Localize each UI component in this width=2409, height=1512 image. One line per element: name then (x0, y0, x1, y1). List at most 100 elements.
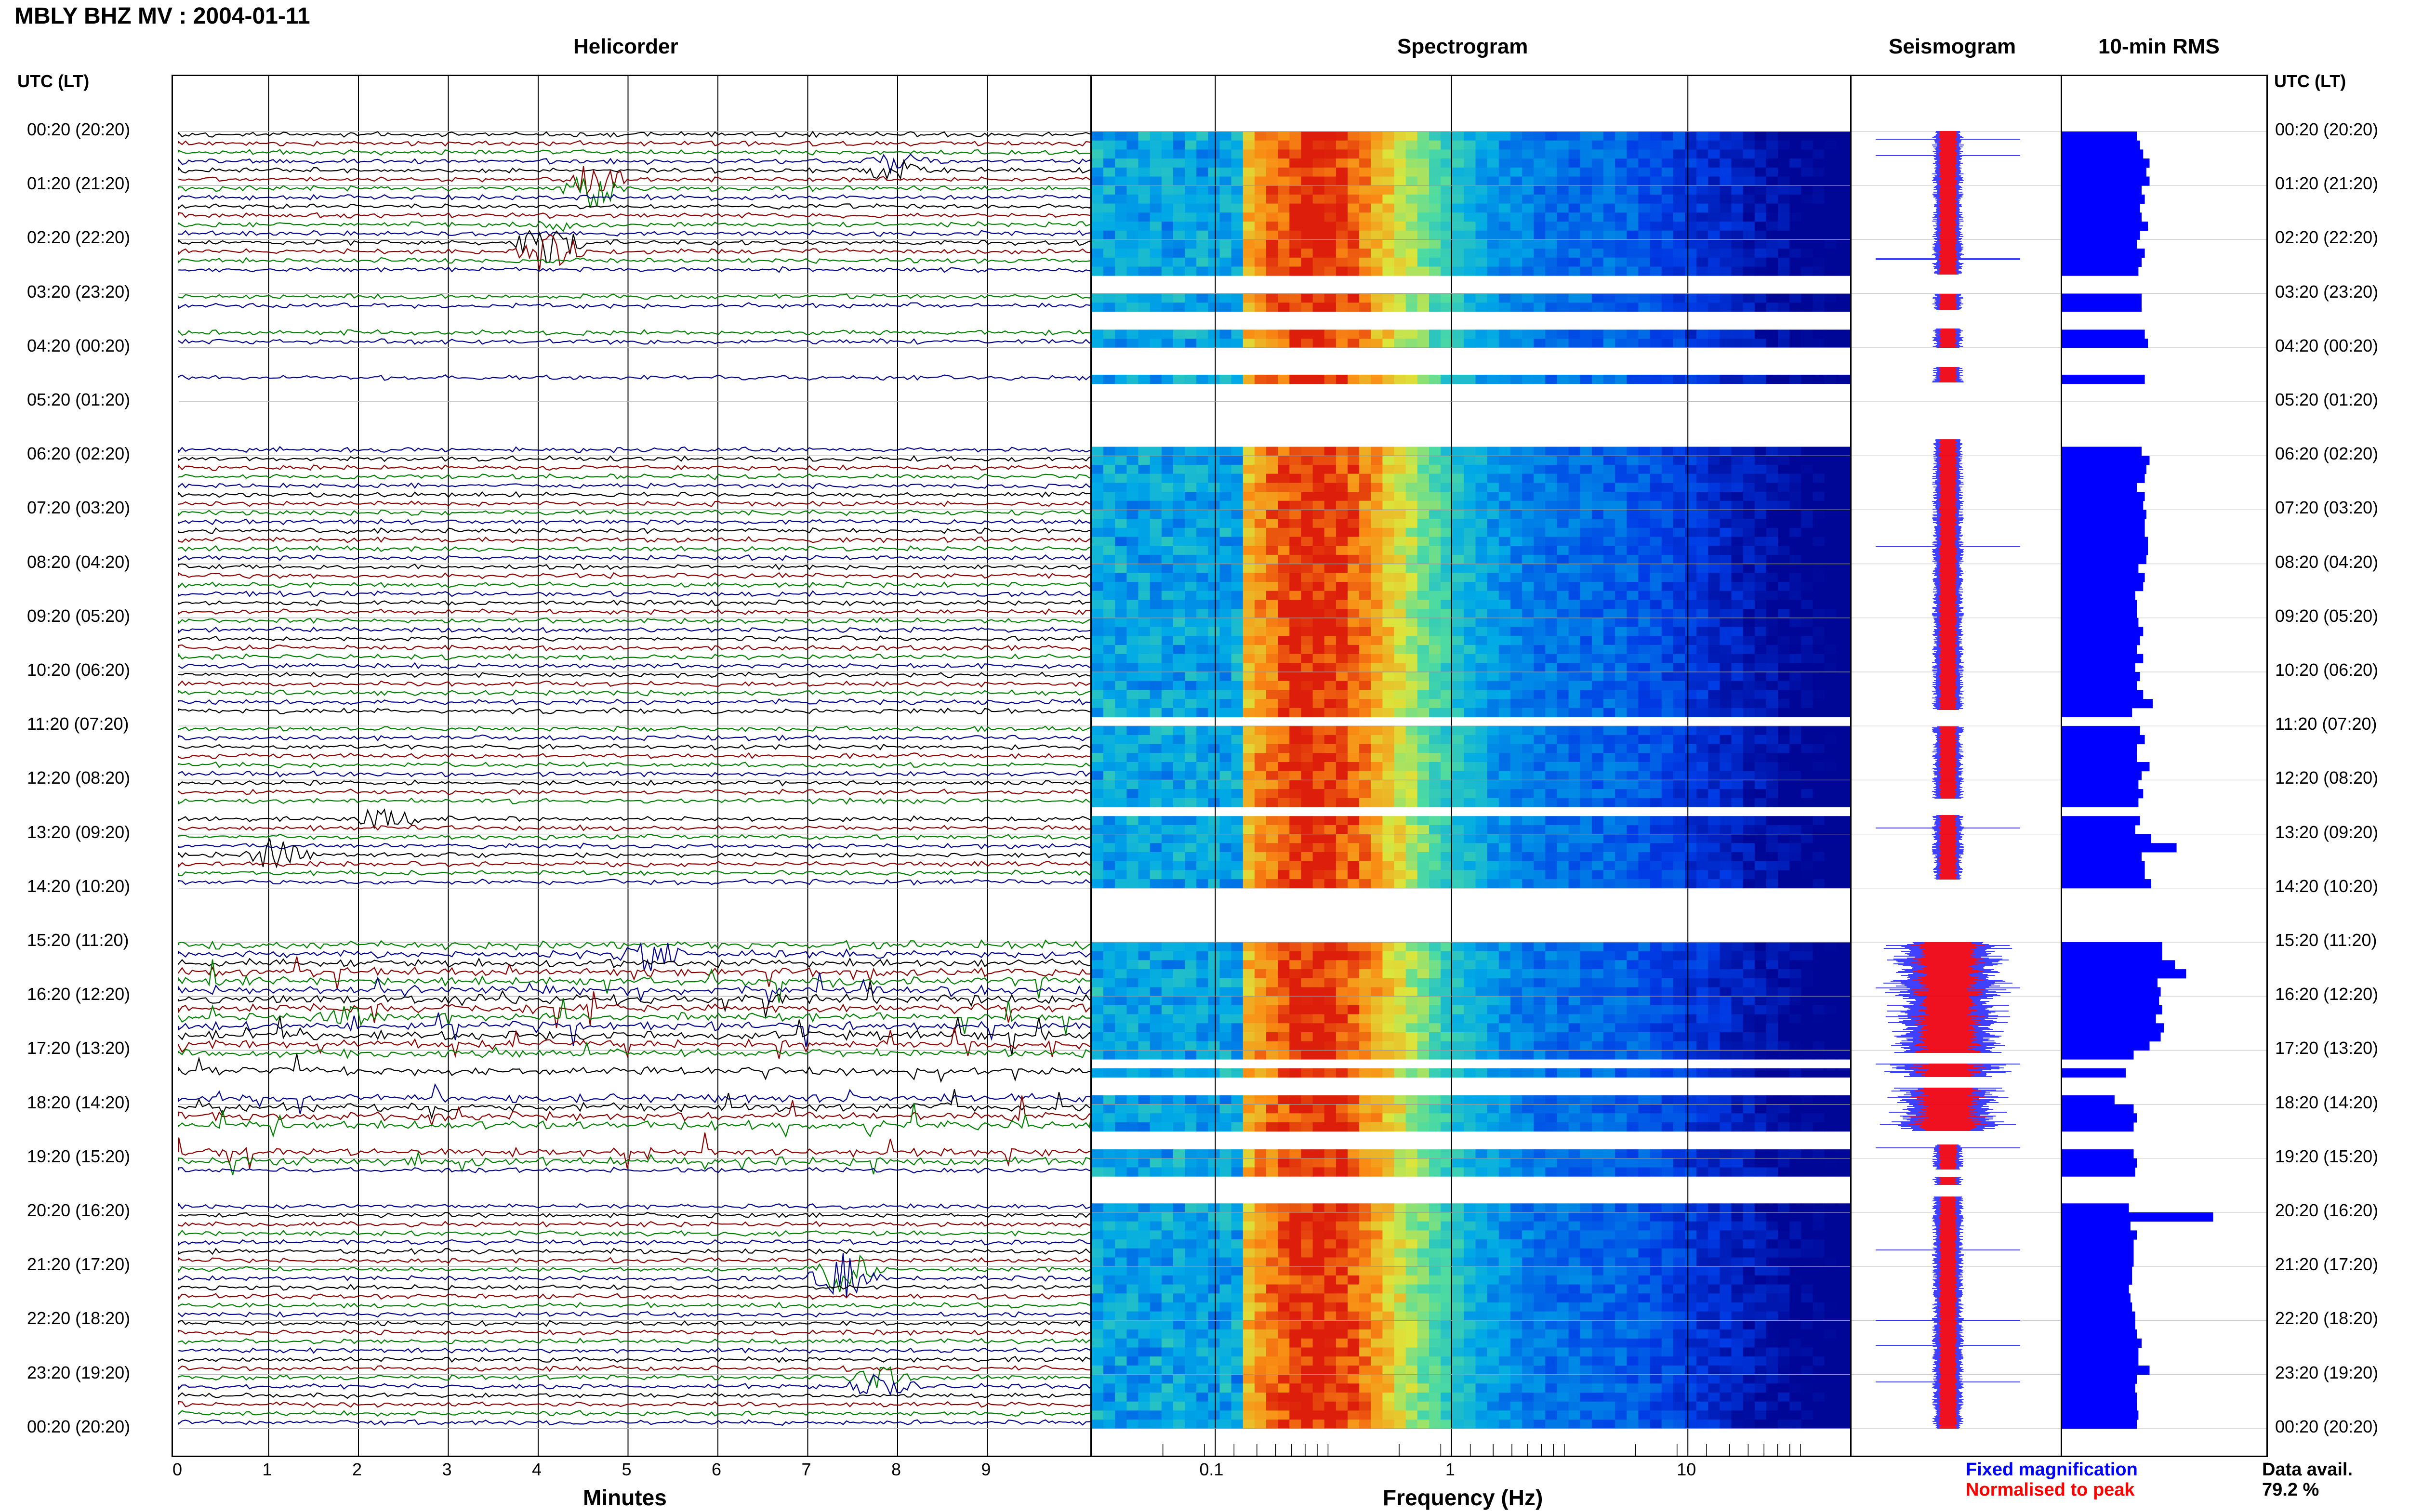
spectrogram-cell (1591, 780, 1604, 789)
spectrogram-cell (1685, 167, 1697, 177)
spectrogram-cell (1708, 149, 1720, 159)
spectrogram-cell (1754, 753, 1767, 763)
spectrogram-cell (1661, 473, 1674, 483)
spectrogram-cell (1138, 374, 1151, 384)
spectrogram-cell (1394, 464, 1406, 474)
spectrogram-cell (1545, 951, 1557, 960)
spectrogram-cell (1778, 131, 1790, 141)
spectrogram-cell (1824, 257, 1837, 267)
spectrogram-cell (1208, 302, 1220, 312)
spectrogram-cell (1324, 158, 1337, 168)
spectrogram-cell (1417, 464, 1430, 474)
spectrogram-cell (1208, 582, 1220, 592)
spectrogram-cell (1627, 374, 1639, 384)
spectrogram-cell (1324, 861, 1337, 870)
spectrogram-cell (1638, 600, 1651, 609)
spectrogram-cell (1754, 339, 1767, 348)
spectrogram-cell (1301, 194, 1313, 204)
spectrogram-cell (1405, 834, 1418, 843)
spectrogram-cell (1731, 564, 1744, 573)
helicorder-panel (172, 75, 1092, 1457)
spectrogram-cell (1219, 257, 1232, 267)
spectrogram-cell (1231, 627, 1244, 636)
spectrogram-cell (1498, 735, 1511, 745)
spectrogram-cell (1243, 618, 1255, 627)
spectrogram-cell (1557, 131, 1569, 141)
spectrogram-cell (1382, 672, 1395, 682)
spectrogram-cell (1336, 771, 1348, 780)
spectrogram-cell (1161, 825, 1174, 835)
spectrogram-cell (1336, 600, 1348, 609)
spectrogram-cell (1650, 699, 1662, 709)
spectrogram-cell (1289, 771, 1301, 780)
spectrogram-cell (1219, 464, 1232, 474)
spectrogram-cell (1324, 636, 1337, 645)
spectrogram-cell (1231, 843, 1244, 853)
spectrogram-cell (1708, 951, 1720, 960)
spectrogram-cell (1534, 473, 1546, 483)
spectrogram-cell (1661, 762, 1674, 772)
spectrogram-cell (1348, 293, 1360, 303)
spectrogram-cell (1441, 546, 1453, 555)
spectrogram-cell (1731, 537, 1744, 546)
spectrogram-cell (1348, 176, 1360, 186)
spectrogram-cell (1510, 510, 1522, 519)
spectrogram-cell (1580, 636, 1592, 645)
spectrogram-cell (1266, 464, 1278, 474)
helicorder-trace (178, 1257, 1090, 1264)
spectrogram-cell (1627, 879, 1639, 889)
spectrogram-cell (1568, 492, 1581, 501)
spectrogram-cell (1836, 753, 1848, 763)
spectrogram-cell (1371, 266, 1383, 276)
spectrogram-cell (1254, 149, 1267, 159)
spectrogram-cell (1789, 257, 1801, 267)
spectrogram-cell (1208, 744, 1220, 753)
spectrogram-cell (1115, 194, 1127, 204)
spectrogram-cell (1464, 969, 1476, 979)
spectrogram-cell (1359, 222, 1371, 231)
spectrogram-cell (1824, 203, 1837, 213)
spectrogram-cell (1836, 843, 1848, 853)
spectrogram-cell (1638, 239, 1651, 249)
spectrogram-cell (1417, 816, 1430, 826)
spectrogram-cell (1708, 456, 1720, 465)
spectrogram-cell (1847, 500, 1850, 510)
spectrogram-cell (1208, 500, 1220, 510)
spectrogram-cell (1696, 654, 1708, 663)
spectrogram-cell (1348, 843, 1360, 853)
spectrogram-cell (1510, 527, 1522, 537)
spectrogram-cell (1405, 167, 1418, 177)
spectrogram-cell (1185, 212, 1197, 222)
spectrogram-cell (1138, 537, 1151, 546)
spectrogram-cell (1638, 519, 1651, 528)
spectrogram-cell (1185, 852, 1197, 862)
spectrogram-cell (1278, 735, 1290, 745)
spectrogram-cell (1359, 464, 1371, 474)
spectrogram-cell (1720, 564, 1732, 573)
spectrogram-cell (1498, 771, 1511, 780)
spectrogram-cell (1836, 591, 1848, 600)
spectrogram-cell (1580, 600, 1592, 609)
spectrogram-cell (1627, 194, 1639, 204)
spectrogram-cell (1591, 239, 1604, 249)
spectrogram-cell (1138, 690, 1151, 699)
spectrogram-cell (1568, 780, 1581, 789)
time-label-right: 14:20 (10:20) (2275, 876, 2379, 896)
spectrogram-cell (1464, 473, 1476, 483)
spectrogram-cell (1487, 131, 1499, 141)
spectrogram-cell (1417, 222, 1430, 231)
spectrogram-cell (1754, 510, 1767, 519)
spectrogram-cell (1417, 230, 1430, 240)
spectrogram-cell (1359, 708, 1371, 717)
spectrogram-cell (1673, 554, 1685, 565)
spectrogram-cell (1498, 185, 1511, 195)
spectrogram-cell (1661, 681, 1674, 690)
spectrogram-cell (1731, 546, 1744, 555)
spectrogram-cell (1789, 843, 1801, 853)
spectrogram-cell (1336, 582, 1348, 592)
spectrogram-cell (1534, 690, 1546, 699)
spectrogram-cell (1452, 600, 1464, 609)
spectrogram-cell (1092, 852, 1104, 862)
spectrogram-cell (1545, 176, 1557, 186)
spectrogram-cell (1650, 663, 1662, 672)
